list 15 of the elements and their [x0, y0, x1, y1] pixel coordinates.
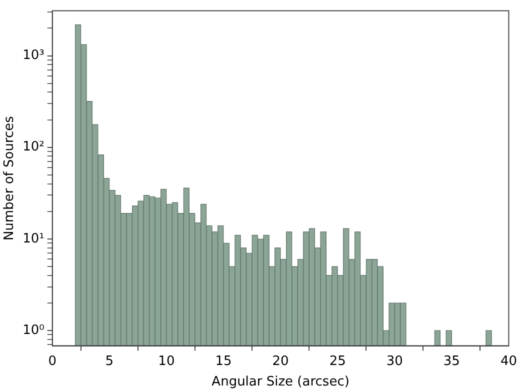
x-tick-label: 15 [215, 354, 232, 369]
x-tick-label: 30 [386, 354, 403, 369]
x-tick-label: 0 [48, 354, 56, 369]
y-tick-label: 10¹ [22, 231, 44, 246]
x-axis-title: Angular Size (arcsec) [212, 374, 350, 390]
x-tick-label: 25 [329, 354, 346, 369]
x-tick-label: 10 [158, 354, 175, 369]
x-tick-label: 35 [443, 354, 460, 369]
y-tick-label: 10³ [22, 48, 44, 64]
y-tick-label: 10² [22, 140, 44, 155]
x-tick-label: 20 [272, 354, 289, 369]
y-tick-label: 10⁰ [22, 322, 44, 338]
y-axis-title: Number of Sources [2, 116, 18, 241]
x-tick-label: 5 [105, 354, 114, 369]
x-tick-label: 40 [500, 354, 517, 369]
